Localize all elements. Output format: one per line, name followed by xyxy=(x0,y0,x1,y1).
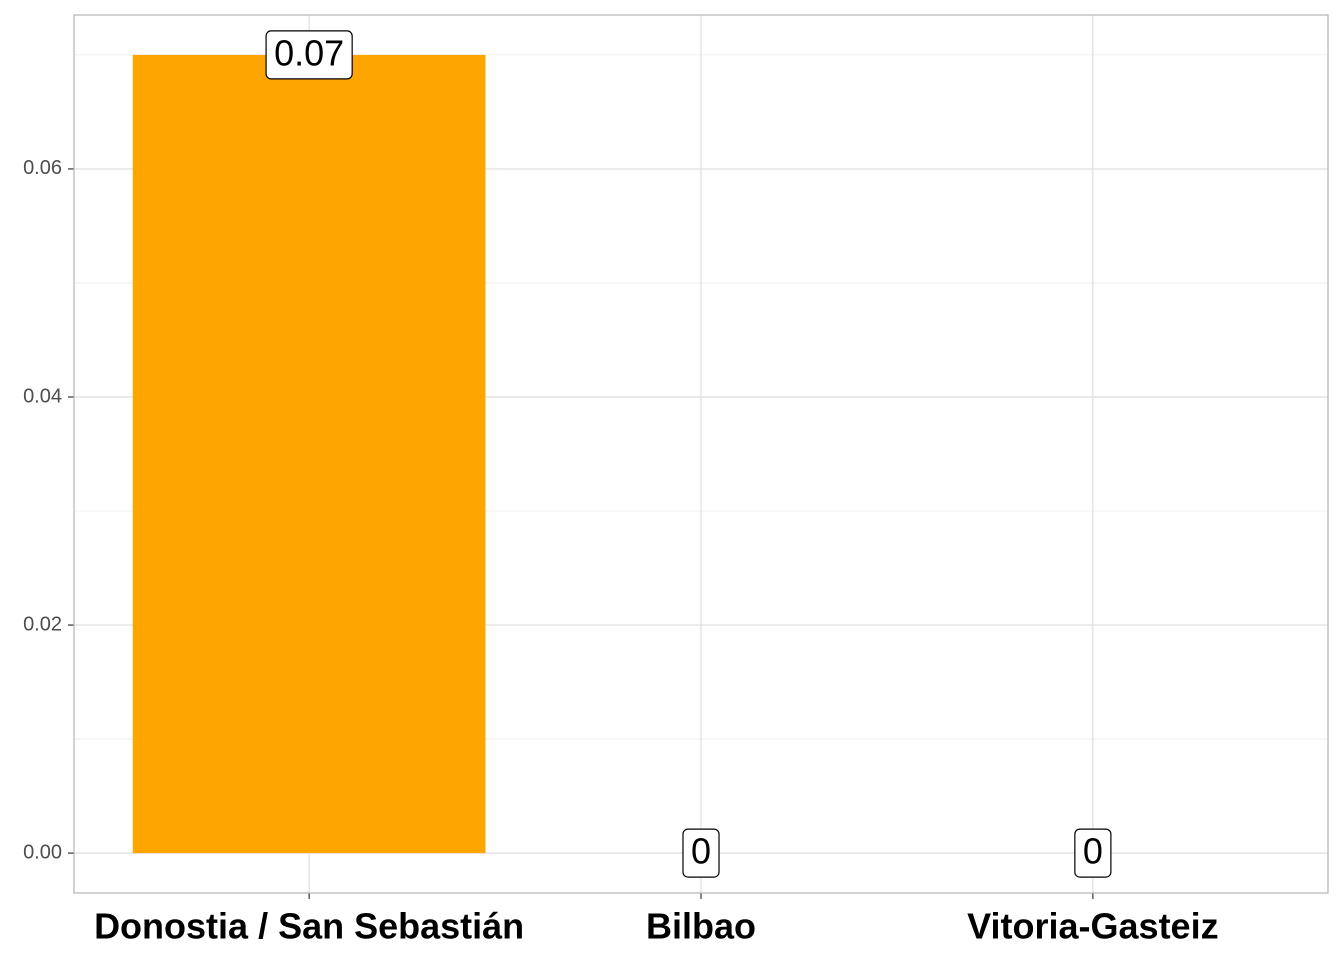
value-label: 0 xyxy=(1083,831,1103,872)
value-label: 0.07 xyxy=(274,32,344,73)
value-label: 0 xyxy=(691,831,711,872)
value-label-box xyxy=(1074,828,1112,878)
y-tick-label: 0.00 xyxy=(23,841,62,863)
x-tick-label: Bilbao xyxy=(646,906,756,947)
value-label-box xyxy=(682,828,720,878)
x-tick-label: Donostia / San Sebastián xyxy=(94,906,524,947)
y-tick-label: 0.02 xyxy=(23,613,62,635)
bar xyxy=(132,54,486,854)
x-tick-label: Vitoria-Gasteiz xyxy=(967,906,1218,947)
y-tick-label: 0.06 xyxy=(23,157,62,179)
panel-border xyxy=(73,14,1329,894)
value-label-box xyxy=(265,30,353,80)
y-tick-label: 0.04 xyxy=(23,385,62,407)
